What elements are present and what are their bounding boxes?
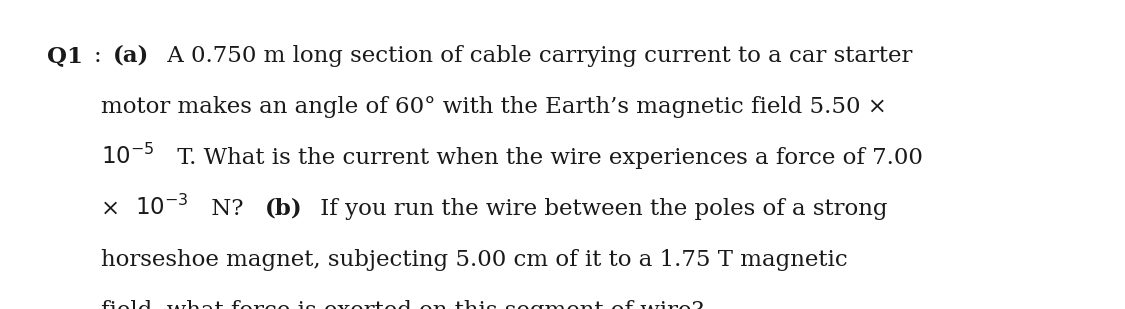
Text: ×: × — [101, 198, 127, 220]
Text: N?: N? — [205, 198, 251, 220]
Text: horseshoe magnet, subjecting 5.00 cm of it to a 1.75 T magnetic: horseshoe magnet, subjecting 5.00 cm of … — [101, 249, 848, 271]
Text: Q1: Q1 — [47, 45, 83, 67]
Text: motor makes an angle of 60° with the Earth’s magnetic field 5.50 ×: motor makes an angle of 60° with the Ear… — [101, 96, 888, 118]
Text: $10^{-3}$: $10^{-3}$ — [135, 195, 189, 220]
Text: A 0.750 m long section of cable carrying current to a car starter: A 0.750 m long section of cable carrying… — [160, 45, 912, 67]
Text: $10^{-5}$: $10^{-5}$ — [101, 144, 155, 169]
Text: (b): (b) — [264, 198, 303, 220]
Text: field, what force is exerted on this segment of wire?: field, what force is exerted on this seg… — [101, 300, 704, 309]
Text: (a): (a) — [112, 45, 150, 67]
Text: :: : — [93, 45, 108, 67]
Text: T. What is the current when the wire experiences a force of 7.00: T. What is the current when the wire exp… — [170, 147, 924, 169]
Text: If you run the wire between the poles of a strong: If you run the wire between the poles of… — [313, 198, 888, 220]
